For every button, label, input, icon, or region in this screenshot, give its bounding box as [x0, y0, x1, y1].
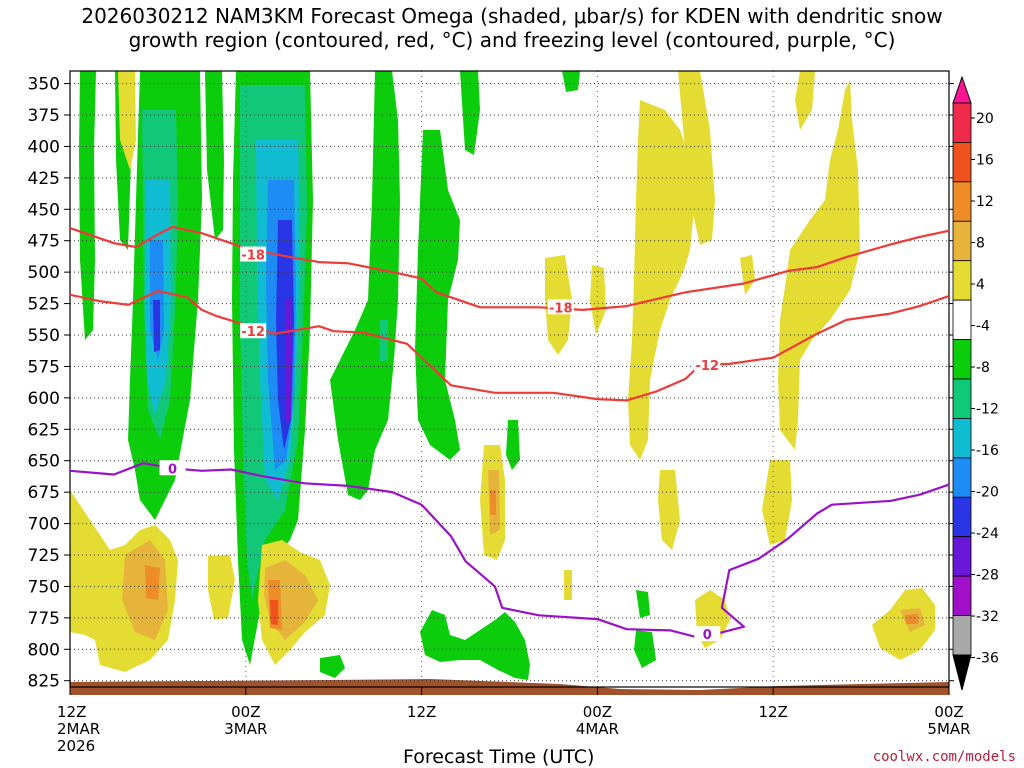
- dgz-bottom-minus12-line: [70, 289, 949, 402]
- x-tick-label: 5MAR: [927, 720, 970, 738]
- y-axis: 350 375 400 425 450 475 500 525 550 575 600 625 650 6…: [28, 75, 954, 692]
- chart-title: 2026030212 NAM3KM Forecast Omega (shaded…: [0, 4, 1024, 52]
- x-tick-label: 00Z: [231, 703, 260, 721]
- plot-background: [70, 71, 949, 687]
- colorbar-tick-label: 4: [976, 277, 985, 293]
- y-tick-label: 350: [28, 75, 60, 95]
- dgz-top-minus18-label: -18: [549, 301, 573, 316]
- y-tick-label: 725: [28, 546, 60, 566]
- colorbar-tick-label: 20: [976, 111, 994, 127]
- y-tick-label: 375: [28, 106, 60, 126]
- colorbar-bin: [952, 220, 972, 262]
- colorbar-bin: [952, 418, 972, 459]
- omega-upward-region-2: [128, 71, 224, 520]
- colorbar-bin: [952, 181, 972, 222]
- y-tick-label: 775: [28, 609, 60, 629]
- x-tick-label: 12Z: [407, 703, 436, 721]
- y-tick-label: 425: [28, 169, 60, 189]
- y-tick-label: 400: [28, 137, 60, 157]
- dgz-top-minus18-label: -18: [241, 249, 265, 264]
- colorbar-bin: [952, 142, 972, 183]
- x-tick-label: 2026: [57, 737, 95, 755]
- colorbar: 20 16 12 8 4 -4 -8 -12 -16 -20 -24 -28 -32 -36: [952, 75, 999, 691]
- plot-frame: [69, 70, 950, 688]
- colorbar-top-arrow: [952, 75, 972, 104]
- colorbar-bin: [952, 575, 972, 616]
- colorbar-tick-label: -4: [976, 319, 990, 335]
- colorbar-bin: [952, 339, 972, 380]
- y-tick-label: 625: [28, 420, 60, 440]
- colorbar-bin: [952, 615, 972, 656]
- dgz-top-minus18-label-bg: [240, 246, 267, 262]
- colorbar-tick-label: 12: [976, 194, 994, 210]
- y-tick-label: 800: [28, 640, 60, 660]
- colorbar-bin: [952, 102, 972, 143]
- colorbar-tick-label: -20: [976, 485, 999, 501]
- freezing-level-0-label-bg: [159, 460, 186, 476]
- colorbar-tick-label: -16: [976, 443, 999, 459]
- x-tick-label: 12Z: [57, 703, 86, 721]
- x-tick-label: 00Z: [583, 703, 612, 721]
- omega-downward-region-2: [258, 540, 330, 665]
- colorbar-tick-label: -24: [976, 526, 999, 542]
- x-tick-label: 12Z: [759, 703, 788, 721]
- y-tick-label: 750: [28, 577, 60, 597]
- dgz-bottom-minus12-label: -12: [241, 325, 265, 340]
- temperature-contours: -18 -18 -12 -12 0 0: [70, 225, 949, 643]
- omega-downward-region-1: [70, 71, 235, 672]
- colorbar-tick-label: -28: [976, 568, 999, 584]
- x-tick-label: 00Z: [934, 703, 963, 721]
- chart-title-line-1: 2026030212 NAM3KM Forecast Omega (shaded…: [81, 4, 943, 28]
- grid-lines: [70, 71, 949, 687]
- omega-upward-region-5: [320, 590, 656, 680]
- freezing-level-0-label-bg: [694, 626, 721, 642]
- dgz-bottom-minus12-label-bg: [240, 323, 267, 339]
- y-tick-label: 675: [28, 483, 60, 503]
- colorbar-tick-label: 8: [976, 236, 985, 252]
- y-tick-label: 650: [28, 452, 60, 472]
- colorbar-tick-label: -36: [976, 651, 999, 667]
- colorbar-bin: [952, 299, 972, 340]
- y-tick-label: 600: [28, 389, 60, 409]
- y-tick-label: 500: [28, 263, 60, 283]
- y-tick-label: 475: [28, 232, 60, 252]
- omega-upward-region-3: [232, 71, 313, 665]
- y-tick-label: 575: [28, 357, 60, 377]
- colorbar-tick-label: -32: [976, 609, 999, 625]
- colorbar-bin: [952, 457, 972, 498]
- omega-downward-region-5: [762, 71, 935, 660]
- chart-title-line-2: growth region (contoured, red, °C) and f…: [128, 28, 896, 52]
- colorbar-tick-label: -8: [976, 360, 990, 376]
- dgz-top-minus18-line: [70, 225, 949, 311]
- freezing-level-0-label: 0: [168, 462, 177, 477]
- credit-text: coolwx.com/models: [872, 749, 1016, 765]
- colorbar-bin: [952, 536, 972, 577]
- colorbar-tick-label: -12: [976, 402, 999, 418]
- x-axis-label: Forecast Time (UTC): [403, 746, 595, 768]
- colorbar-bottom-arrow: [952, 654, 972, 691]
- y-tick-label: 700: [28, 515, 60, 535]
- colorbar-bin: [952, 378, 972, 419]
- colorbar-bin: [952, 496, 972, 538]
- freezing-level-0-line: [70, 462, 949, 640]
- y-tick-label: 525: [28, 295, 60, 315]
- x-tick-label: 4MAR: [576, 720, 619, 738]
- y-tick-label: 450: [28, 200, 60, 220]
- colorbar-bin: [952, 260, 972, 301]
- freezing-level-0-label: 0: [703, 628, 712, 643]
- x-tick-label: 3MAR: [224, 720, 267, 738]
- dgz-top-minus18-label-bg: [547, 299, 574, 315]
- y-tick-label: 550: [28, 326, 60, 346]
- colorbar-tick-label: 16: [976, 153, 994, 169]
- y-tick-label: 825: [28, 672, 60, 692]
- dgz-bottom-minus12-label-bg: [694, 357, 721, 373]
- dgz-bottom-minus12-label: -12: [696, 359, 720, 374]
- x-tick-label: 2MAR: [57, 720, 100, 738]
